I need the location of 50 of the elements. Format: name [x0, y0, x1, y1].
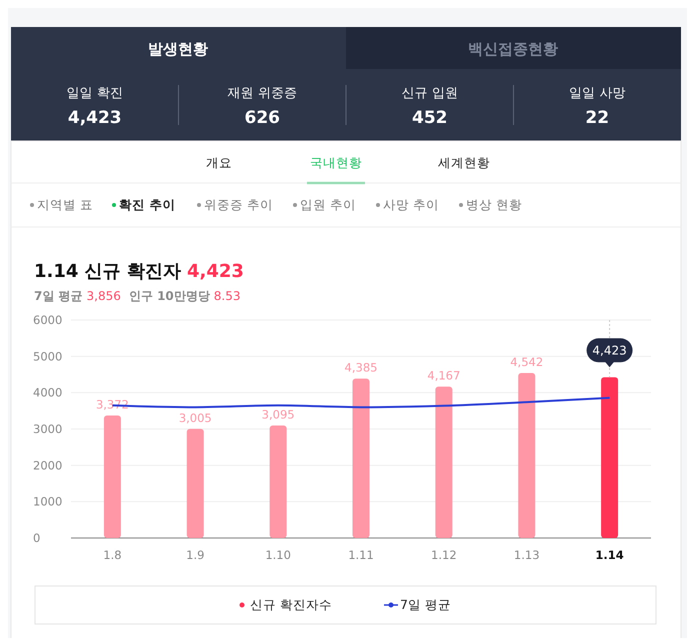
text: 626 [244, 108, 280, 128]
text: 지역별 표 [37, 197, 93, 212]
bar [352, 378, 370, 538]
text: 사망 추이 [383, 197, 439, 212]
data-label: 3,005 [178, 410, 212, 425]
text: 개요 [206, 155, 232, 170]
data-label: 4,542 [510, 354, 544, 369]
x-tick-label: 1.10 [265, 548, 291, 562]
bar [435, 386, 452, 538]
category-label: 신규 입원 [402, 86, 458, 101]
y-tick-label: 6000 [33, 313, 62, 327]
text: 입원 추이 [300, 197, 356, 212]
bar [270, 426, 287, 538]
data-label: 3,095 [262, 408, 295, 422]
bar [601, 377, 618, 538]
text: 452 [412, 108, 448, 128]
legend-label: 7일 평균 [400, 597, 451, 612]
bar [518, 372, 536, 538]
chart-title: 1.14 신규 확진자 4,423 [34, 261, 244, 282]
y-tick-label: 0 [33, 531, 40, 545]
text: 국내현황 [310, 155, 362, 170]
y-tick-label: 1000 [33, 494, 62, 509]
bar [186, 428, 204, 538]
y-tick-label: 4000 [33, 386, 62, 400]
category-label: 일일 사망 [569, 86, 626, 101]
data-label: 4,385 [344, 360, 378, 375]
x-tick-label: 1.9 [186, 548, 204, 562]
bar [104, 415, 121, 538]
text: 병상 현황 [466, 197, 522, 212]
y-tick-label: 5000 [33, 349, 62, 364]
x-tick-label: 1.8 [103, 548, 122, 562]
text: 백신접종현황 [468, 40, 558, 58]
x-tick-label: 1.14 [595, 548, 624, 562]
y-tick-label: 3000 [33, 422, 62, 436]
legend-label: 신규 확진자수 [250, 597, 332, 612]
text: 22 [585, 108, 610, 128]
category-label: 재원 위중증 [228, 86, 297, 101]
chart-subtitle: 7일 평균 3,856 인구 10만명당 8.53 [34, 289, 240, 303]
data-label: 4,423 [592, 343, 627, 358]
text: 위중증 추이 [204, 197, 273, 212]
text: 4,423 [68, 108, 122, 128]
text: 발생현황 [148, 40, 208, 58]
text: 세계현황 [438, 155, 490, 170]
x-tick-label: 1.12 [431, 548, 457, 562]
data-label: 4,167 [427, 368, 460, 383]
y-tick-label: 2000 [33, 458, 62, 472]
text: 확진 추이 [119, 197, 176, 212]
category-label: 일일 확진 [66, 86, 123, 101]
x-tick-label: 1.11 [348, 548, 374, 562]
x-tick-label: 1.13 [514, 548, 540, 562]
